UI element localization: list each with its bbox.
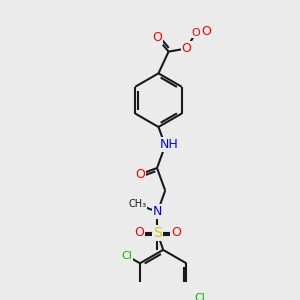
Text: S: S: [153, 226, 162, 240]
Text: O: O: [134, 226, 144, 239]
Text: NH: NH: [160, 138, 179, 151]
Text: O: O: [171, 226, 181, 239]
Text: O: O: [201, 25, 211, 38]
Text: O: O: [191, 28, 200, 38]
Text: O: O: [182, 42, 192, 55]
Text: O: O: [135, 168, 145, 181]
Text: N: N: [153, 205, 162, 218]
Text: O: O: [152, 31, 162, 44]
Text: CH₃: CH₃: [128, 199, 147, 209]
Text: Cl: Cl: [121, 250, 132, 260]
Text: Cl: Cl: [194, 293, 205, 300]
